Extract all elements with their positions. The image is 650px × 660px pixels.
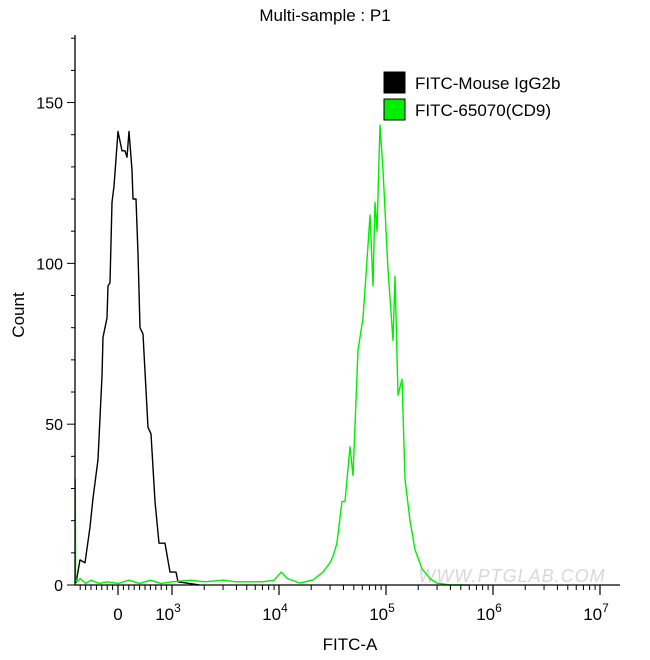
legend: FITC-Mouse IgG2b FITC-65070(CD9): [383, 71, 561, 121]
y-tick-label: 50: [45, 417, 63, 434]
x-tick-exponent: 7: [602, 601, 609, 615]
x-tick-label: 0: [113, 605, 122, 624]
x-tick-exponent: 4: [281, 601, 288, 615]
x-tick-label: 105: [369, 601, 395, 624]
x-tick-label: 103: [155, 601, 181, 624]
x-tick-exponent: 6: [495, 601, 502, 615]
series-line-2: [74, 124, 470, 586]
y-axis-label: Count: [9, 292, 28, 338]
x-tick-label: 106: [476, 601, 502, 624]
chart-title: Multi-sample : P1: [259, 6, 390, 25]
x-tick-label: 104: [262, 601, 288, 624]
legend-swatch: [383, 98, 406, 121]
series-line-1: [75, 130, 200, 586]
legend-swatch: [383, 71, 406, 94]
legend-label: FITC-Mouse IgG2b: [415, 74, 561, 93]
y-tick-label: 150: [36, 96, 63, 113]
x-tick-exponent: 3: [174, 601, 181, 615]
y-tick-label: 100: [36, 256, 63, 273]
x-tick-exponent: 5: [388, 601, 395, 615]
x-axis-label: FITC-A: [323, 635, 378, 654]
x-tick-label: 107: [583, 601, 609, 624]
y-tick-label: 0: [54, 578, 63, 595]
watermark: WWW.PTGLAB.COM: [418, 566, 605, 586]
legend-label: FITC-65070(CD9): [415, 101, 551, 120]
